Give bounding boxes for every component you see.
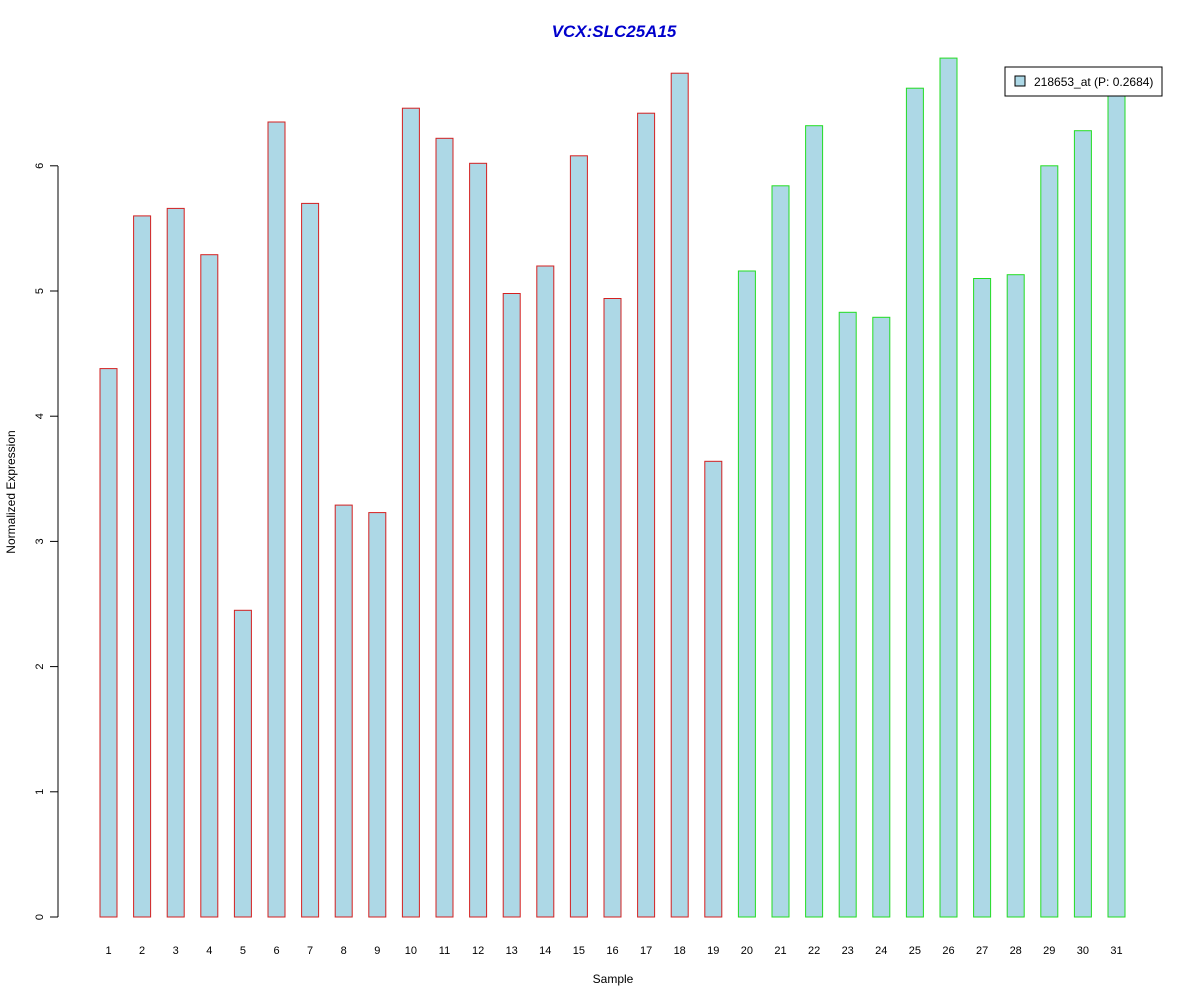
x-axis-tick-labels: 1 2 3 4 5 6 7 8 9 10 11 12 13 14 15 16 17 18 19 20 21 22 23 24 2…: [105, 945, 1122, 957]
bar-sample-30: [1073, 130, 1092, 918]
bar-sample-29: [1040, 165, 1059, 918]
bar-sample-22: [805, 125, 824, 918]
x-tick-label: 3: [173, 945, 179, 957]
x-tick-label: 5: [240, 945, 246, 957]
bar-sample-16: [603, 298, 622, 918]
x-tick-label: 30: [1077, 945, 1089, 957]
bar-sample-7: [301, 202, 320, 918]
bar-sample-13: [502, 293, 521, 918]
y-tick-label: 6: [34, 163, 46, 169]
bar-sample-6: [267, 121, 286, 918]
x-tick-label: 8: [341, 945, 347, 957]
y-tick-label: 4: [34, 413, 46, 419]
legend-swatch: [1014, 75, 1026, 87]
bar-sample-10: [401, 107, 420, 918]
y-tick-label: 0: [34, 914, 46, 920]
x-tick-label: 7: [307, 945, 313, 957]
x-tick-label: 25: [909, 945, 921, 957]
x-tick-label: 9: [374, 945, 380, 957]
x-tick-label: 29: [1043, 945, 1055, 957]
bar-sample-24: [872, 316, 891, 918]
bar-sample-20: [737, 270, 756, 918]
x-tick-label: 12: [472, 945, 484, 957]
x-tick-label: 6: [273, 945, 279, 957]
bar-sample-8: [334, 504, 353, 918]
chart-title: VCX:SLC25A15: [552, 22, 677, 41]
y-tick-label: 5: [34, 288, 46, 294]
legend-label: 218653_at (P: 0.2684): [1034, 75, 1153, 89]
bar-sample-19: [704, 460, 723, 918]
bar-sample-25: [905, 87, 924, 918]
x-tick-label: 19: [707, 945, 719, 957]
bar-sample-21: [771, 185, 790, 918]
bar-sample-31: [1107, 90, 1126, 918]
bar-sample-17: [637, 112, 656, 918]
bar-sample-9: [368, 512, 387, 918]
bar-sample-4: [200, 254, 219, 918]
x-axis-label: Sample: [593, 972, 634, 986]
bar-sample-15: [569, 155, 588, 918]
bar-sample-12: [469, 162, 488, 918]
x-tick-label: 11: [439, 945, 450, 957]
x-tick-label: 15: [573, 945, 585, 957]
x-tick-label: 26: [942, 945, 954, 957]
x-tick-label: 17: [640, 945, 652, 957]
x-tick-label: 14: [539, 945, 551, 957]
x-tick-label: 18: [674, 945, 686, 957]
y-tick-label: 1: [34, 789, 46, 795]
y-tick-label: 2: [34, 664, 46, 670]
bar-sample-18: [670, 72, 689, 918]
bar-sample-14: [536, 265, 555, 918]
bar-sample-11: [435, 137, 454, 918]
x-tick-label: 28: [1010, 945, 1022, 957]
x-tick-label: 2: [139, 945, 145, 957]
legend-box: [1004, 66, 1163, 97]
bar-sample-1: [99, 368, 118, 918]
bar-sample-3: [166, 207, 185, 918]
y-axis-label: Normalized Expression: [4, 430, 18, 553]
y-axis-ticks: 0 1 2 3 4 5 6: [34, 163, 58, 920]
bar-sample-28: [1006, 274, 1025, 918]
x-tick-label: 4: [206, 945, 212, 957]
bar-sample-27: [973, 278, 992, 918]
x-tick-label: 21: [774, 945, 786, 957]
bars-group: [99, 57, 1126, 918]
legend: 218653_at (P: 0.2684): [1004, 66, 1163, 97]
bar-sample-26: [939, 57, 958, 918]
x-tick-label: 16: [606, 945, 618, 957]
x-tick-label: 24: [875, 945, 887, 957]
x-tick-label: 22: [808, 945, 820, 957]
bar-sample-5: [233, 609, 252, 918]
bar-sample-2: [133, 215, 152, 918]
x-tick-label: 31: [1110, 945, 1122, 957]
x-tick-label: 10: [405, 945, 417, 957]
y-tick-label: 3: [34, 538, 46, 544]
x-tick-label: 27: [976, 945, 988, 957]
bar-sample-23: [838, 311, 857, 918]
x-tick-label: 1: [105, 945, 111, 957]
x-tick-label: 13: [506, 945, 518, 957]
x-tick-label: 20: [741, 945, 753, 957]
x-tick-label: 23: [842, 945, 854, 957]
